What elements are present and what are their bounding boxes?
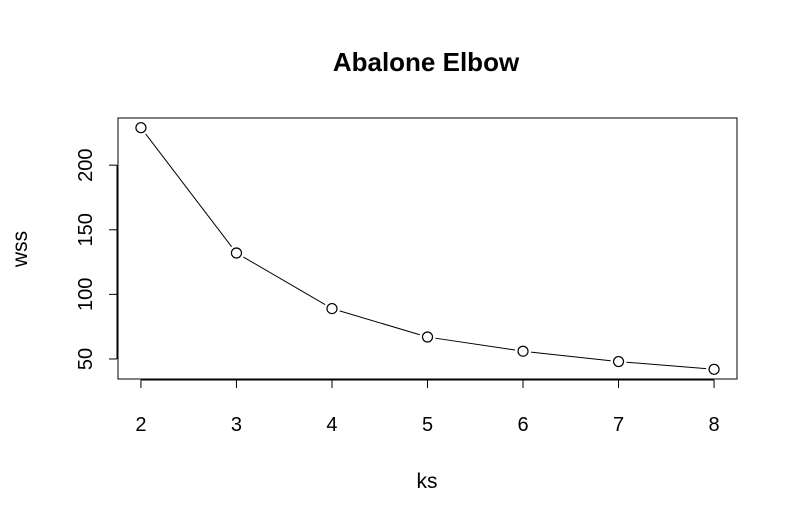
data-point <box>230 247 243 259</box>
series-line-segment <box>530 351 611 362</box>
x-tick-label: 6 <box>517 414 528 436</box>
series-line-segment <box>145 133 232 247</box>
data-point <box>612 355 625 368</box>
data-point <box>421 331 434 343</box>
data-point <box>135 122 147 134</box>
series-line-segment <box>339 310 420 336</box>
y-tick-label: 50 <box>75 348 97 370</box>
chart-title: Abalone Elbow <box>333 47 520 77</box>
series-wss <box>135 122 720 375</box>
x-tick-label: 7 <box>613 414 624 436</box>
x-tick-label: 2 <box>135 414 146 436</box>
data-point <box>708 363 720 375</box>
x-tick-label: 3 <box>231 414 242 436</box>
x-axis: 2 3 4 5 6 7 8 <box>135 379 720 436</box>
x-tick-label: 8 <box>709 414 720 436</box>
x-tick-label: 4 <box>326 414 337 436</box>
series-line-segment <box>626 361 707 370</box>
y-tick-label: 200 <box>75 148 97 181</box>
y-tick-label: 100 <box>75 278 97 311</box>
data-point <box>517 345 529 357</box>
y-axis: 50 100 150 200 <box>75 148 118 370</box>
plot-frame <box>117 117 738 380</box>
data-point <box>326 302 338 315</box>
x-axis-title: ks <box>417 470 438 493</box>
series-line-segment <box>435 337 516 351</box>
y-tick-label: 150 <box>75 213 97 246</box>
y-axis-title: wss <box>9 231 32 268</box>
series-line-segment <box>243 256 326 305</box>
x-tick-label: 5 <box>422 414 433 436</box>
